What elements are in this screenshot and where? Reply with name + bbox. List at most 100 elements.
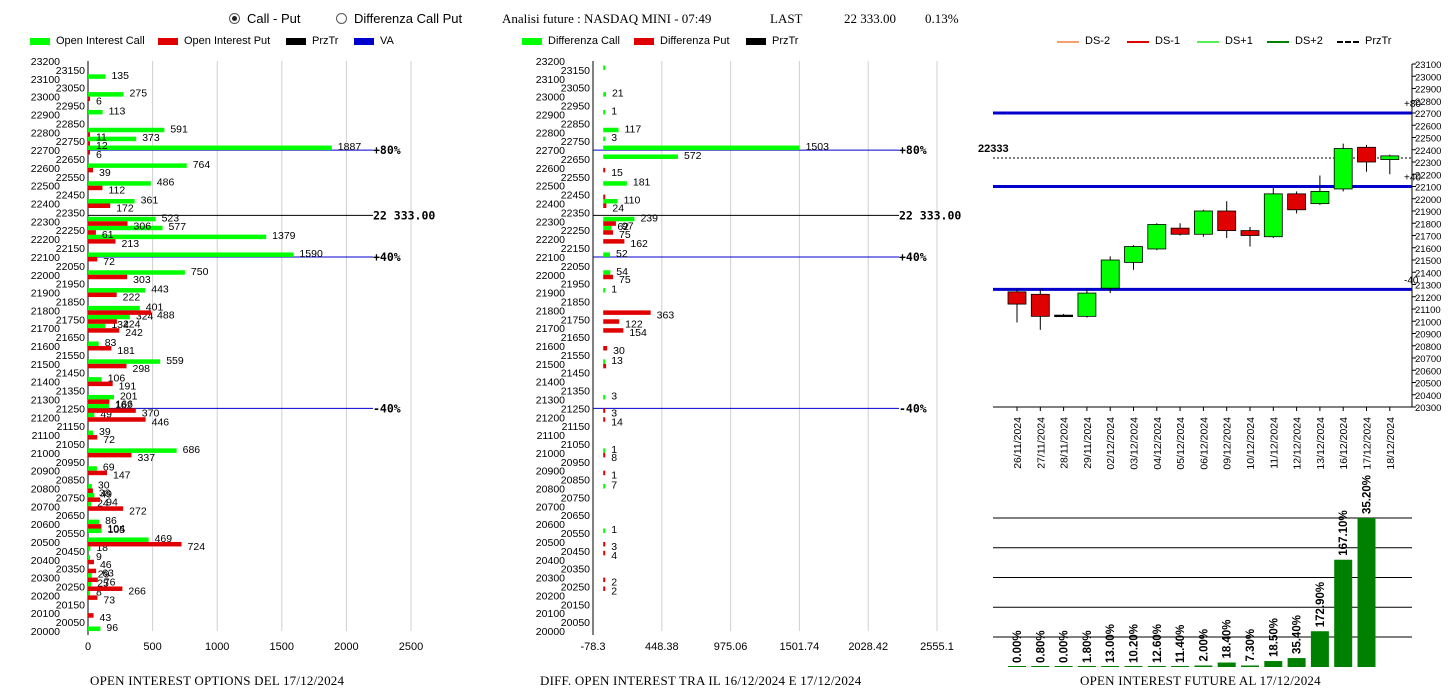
call-bar bbox=[603, 394, 606, 400]
level-label: +40 bbox=[1404, 173, 1421, 184]
x-date-label: 29/11/2024 bbox=[1082, 417, 1094, 469]
page-title: Analisi future : NASDAQ MINI - 07:49 bbox=[502, 11, 712, 26]
y-tick-label: 20250 bbox=[561, 581, 590, 593]
call-bar-label: 577 bbox=[169, 221, 187, 233]
put-bar bbox=[88, 274, 128, 280]
y-tick-label: 22500 bbox=[31, 181, 60, 193]
y-tick-label: 20800 bbox=[1415, 342, 1441, 353]
legend-label: DS+1 bbox=[1225, 35, 1253, 47]
put-bar-label: 112 bbox=[108, 185, 125, 197]
oi-future-bar bbox=[1217, 662, 1236, 667]
oi-future-label: 1.80% bbox=[1082, 630, 1094, 663]
level-label: -40 bbox=[1404, 275, 1419, 286]
x-date-label: 04/12/2024 bbox=[1152, 417, 1164, 470]
y-tick-label: 22700 bbox=[536, 145, 565, 157]
call-bar bbox=[603, 528, 606, 534]
y-tick-label: 22400 bbox=[536, 199, 565, 211]
oi-future-label: 18.50% bbox=[1268, 618, 1280, 657]
call-bar bbox=[88, 590, 90, 596]
radio-differenza[interactable] bbox=[336, 13, 347, 24]
y-tick-label: 21600 bbox=[31, 341, 60, 353]
y-tick-label: 22800 bbox=[536, 127, 565, 139]
oi-future-label: 35.20% bbox=[1362, 475, 1374, 514]
x-tick-label: -78.3 bbox=[580, 641, 605, 653]
x-tick-label: 1000 bbox=[205, 641, 229, 653]
y-tick-label: 22200 bbox=[1415, 170, 1441, 181]
call-bar bbox=[88, 430, 94, 436]
call-bar bbox=[88, 546, 91, 551]
x-date-label: 13/12/2024 bbox=[1315, 417, 1327, 470]
y-tick-label: 22550 bbox=[561, 172, 590, 184]
x-date-label: 06/12/2024 bbox=[1198, 417, 1210, 470]
call-bar-label: 1 bbox=[611, 444, 617, 456]
call-bar-label: 135 bbox=[111, 70, 129, 82]
call-bar bbox=[603, 359, 606, 364]
radio-differenza-label[interactable]: Differenza Call Put bbox=[354, 11, 463, 26]
call-bar bbox=[88, 136, 137, 142]
put-bar bbox=[603, 167, 606, 173]
legend-label: PrzTr bbox=[312, 35, 339, 47]
y-tick-label: 21750 bbox=[56, 314, 85, 326]
level-label: +80 bbox=[1404, 99, 1421, 110]
call-bar bbox=[88, 537, 149, 542]
put-bar bbox=[88, 435, 98, 440]
oi-future-bar bbox=[1101, 666, 1120, 667]
put-bar-label: 303 bbox=[133, 274, 151, 286]
oi-future-bar bbox=[1077, 666, 1096, 667]
put-bar-label: 213 bbox=[122, 238, 140, 250]
legend-line bbox=[1337, 41, 1359, 43]
y-tick-label: 21300 bbox=[536, 394, 565, 406]
x-tick-label: 2000 bbox=[334, 641, 358, 653]
put-bar-label: 72 bbox=[103, 434, 115, 446]
put-bar bbox=[603, 550, 606, 556]
put-bar-label: 272 bbox=[129, 505, 147, 517]
call-bar bbox=[88, 109, 103, 115]
y-tick-label: 22600 bbox=[1415, 121, 1441, 132]
y-tick-label: 20650 bbox=[56, 510, 85, 522]
y-tick-label: 21800 bbox=[31, 305, 60, 317]
y-tick-label: 21850 bbox=[56, 296, 85, 308]
put-bar bbox=[88, 319, 117, 324]
legend-label: Differenza Call bbox=[548, 35, 620, 47]
legend-label: DS-2 bbox=[1085, 35, 1111, 47]
call-bar-label: 559 bbox=[166, 355, 184, 367]
call-bar-label: 3 bbox=[611, 132, 617, 144]
put-bar-label: 2 bbox=[611, 585, 617, 597]
call-bar bbox=[603, 154, 678, 159]
y-tick-label: 21950 bbox=[56, 279, 85, 291]
put-bar-label: 298 bbox=[133, 363, 151, 375]
y-tick-label: 22200 bbox=[31, 234, 60, 246]
put-bar-label: 38 bbox=[99, 488, 111, 500]
put-bar bbox=[88, 328, 120, 333]
call-bar-label: 13 bbox=[611, 355, 623, 367]
y-tick-label: 21300 bbox=[1415, 281, 1441, 292]
y-tick-label: 21700 bbox=[31, 323, 60, 335]
x-tick-label: 448.38 bbox=[645, 641, 679, 653]
y-tick-label: 22200 bbox=[536, 234, 565, 246]
y-tick-label: 23100 bbox=[31, 74, 60, 86]
x-tick-label: 1501.74 bbox=[780, 641, 820, 653]
call-bar-label: 54 bbox=[616, 266, 628, 278]
put-bar-label: 337 bbox=[138, 452, 156, 464]
radio-call-put-label[interactable]: Call - Put bbox=[247, 11, 301, 26]
put-bar bbox=[88, 568, 97, 574]
y-tick-label: 22050 bbox=[561, 261, 590, 273]
call-bar-label: 1 bbox=[611, 105, 617, 117]
put-bar bbox=[88, 203, 111, 208]
oi-future-label: 35.40% bbox=[1292, 615, 1304, 654]
y-tick-label: 20600 bbox=[1415, 366, 1441, 377]
x-tick-label: 0 bbox=[85, 641, 91, 653]
oi-future-label: 18.40% bbox=[1222, 620, 1234, 659]
radio-call-put[interactable] bbox=[229, 13, 240, 24]
put-bar bbox=[603, 230, 614, 235]
y-tick-label: 20300 bbox=[1415, 403, 1441, 414]
call-bar bbox=[603, 225, 612, 231]
y-tick-label: 22550 bbox=[56, 172, 85, 184]
call-bar-label: 7 bbox=[611, 480, 617, 492]
call-bar-label: 591 bbox=[170, 123, 188, 135]
candle-body bbox=[1310, 190, 1330, 205]
call-bar-label: 69 bbox=[103, 462, 115, 474]
call-bar bbox=[88, 163, 187, 168]
call-bar bbox=[88, 181, 151, 186]
